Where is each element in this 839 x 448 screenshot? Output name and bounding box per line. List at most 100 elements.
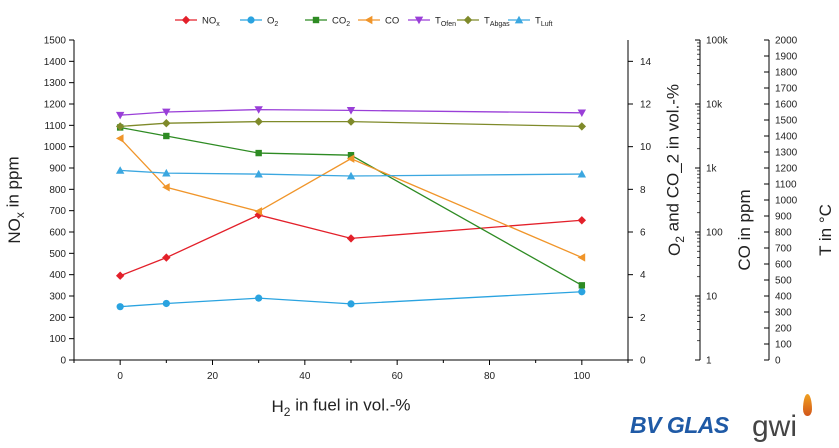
y-axis-nox: 0 100 200 300 400 500 600 700 800 900 1000 1100 1200… — [3, 36, 74, 367]
data-point-o-2 — [578, 288, 586, 296]
y-tick-label: 1400 — [44, 57, 67, 68]
data-point-t-ofen — [577, 109, 587, 117]
y-tick-label: 12 — [640, 100, 652, 111]
y-axis-co: 1 10 100 1k 10k 100k CO in ppm — [695, 36, 754, 367]
y-tick-label: 1200 — [44, 100, 67, 111]
legend-marker-no-x — [181, 15, 191, 25]
legend-label-t-ofen: TOfen — [435, 16, 456, 28]
data-point-co — [577, 253, 586, 262]
x-tick-label: 80 — [484, 371, 496, 382]
legend-label-t-abgas: TAbgas — [484, 16, 510, 28]
y-tick-label: 700 — [49, 206, 66, 217]
legend-label-t-luft: TLuft — [535, 16, 553, 28]
data-point-o-2 — [255, 294, 263, 302]
y-axis-title-co: CO in ppm — [735, 189, 754, 270]
data-point-t-ofen — [115, 111, 125, 120]
y-tick-label: 400 — [49, 270, 66, 281]
data-point-no-x — [162, 253, 171, 262]
y-tick-label: 1200 — [775, 164, 798, 175]
series-line-no-x — [119, 214, 582, 277]
data-point-co-2 — [163, 132, 170, 140]
y-tick-label: 700 — [775, 244, 792, 255]
data-point-t-ofen — [162, 108, 171, 117]
x-tick-label: 60 — [392, 371, 404, 382]
y-tick-label: 4 — [640, 270, 646, 281]
y-tick-label: 1100 — [775, 180, 797, 191]
y-tick-label: 600 — [49, 228, 66, 239]
data-point-o-2 — [116, 303, 124, 311]
y-tick-label: 1100 — [44, 121, 66, 132]
data-point-t-ofen — [254, 106, 263, 114]
data-point-no-x — [346, 234, 356, 243]
series-t-luft — [115, 166, 587, 180]
data-point-t-abgas — [115, 122, 125, 131]
x-tick-label: 40 — [299, 371, 311, 382]
y-tick-label: 200 — [775, 324, 792, 335]
series-line-co-2 — [120, 126, 583, 286]
y-tick-label: 100k — [706, 36, 729, 47]
legend-marker-o-2 — [247, 16, 255, 24]
y-tick-label: 300 — [49, 292, 66, 303]
legend-marker-t-ofen — [414, 16, 424, 25]
data-point-t-abgas — [162, 119, 171, 128]
y-tick-label: 300 — [775, 308, 792, 319]
legend-marker-t-luft — [514, 15, 524, 24]
y-tick-label: 1000 — [44, 142, 67, 153]
y-axis-title-o2co2: O2 and CO_2 in vol.-% — [663, 84, 687, 256]
y-tick-label: 600 — [775, 260, 792, 271]
y-tick-label: 14 — [640, 57, 652, 68]
data-point-co — [254, 207, 263, 216]
y-tick-label: 0 — [60, 356, 66, 367]
y-tick-label: 1500 — [775, 116, 798, 127]
y-tick-label: 8 — [640, 185, 646, 196]
data-point-o-2 — [347, 300, 355, 308]
y-tick-label: 1900 — [775, 52, 798, 63]
legend-label-no-x: NOx — [202, 16, 220, 28]
y-tick-label: 1400 — [775, 132, 798, 143]
data-point-co — [162, 183, 170, 192]
data-point-co-2 — [578, 282, 586, 289]
x-tick-label: 0 — [117, 371, 123, 382]
gwi-logo: gwi — [752, 410, 798, 443]
y-tick-label: 10 — [706, 292, 718, 303]
y-tick-label: 2 — [640, 313, 646, 324]
legend-label-co-2: CO2 — [332, 16, 350, 28]
series-t-ofen — [115, 106, 587, 120]
y-axis-o2co2: 0 2 4 6 8 10 12 14 O2 and CO_2 in vol.-% — [628, 57, 687, 367]
data-point-co — [346, 154, 355, 163]
y-tick-label: 2000 — [775, 36, 798, 47]
y-tick-label: 100 — [706, 228, 723, 239]
legend-label-co: CO — [385, 16, 399, 27]
y-tick-label: 10 — [640, 142, 652, 153]
y-tick-label: 200 — [49, 313, 66, 324]
data-point-co — [115, 134, 124, 143]
y-tick-label: 10k — [706, 100, 723, 111]
flame-icon — [803, 394, 812, 416]
y-axis-title-nox: NOx in ppm — [3, 156, 27, 243]
y-tick-label: 800 — [49, 185, 66, 196]
y-tick-label: 800 — [775, 228, 792, 239]
y-tick-label: 400 — [775, 292, 792, 303]
y-tick-label: 500 — [49, 249, 66, 260]
x-axis: 0 20 40 60 80 100 H2 in fuel in vol.-% — [73, 360, 629, 419]
data-point-t-luft — [115, 166, 125, 174]
data-point-co-2 — [347, 152, 355, 159]
bv-glas-logo: BV GLAS — [630, 412, 729, 438]
y-tick-label: 1300 — [775, 148, 798, 159]
x-tick-label: 100 — [573, 371, 590, 382]
y-tick-label: 1300 — [44, 78, 67, 89]
legend: NOx O2 CO2 CO TOfen TAbgas TLuft — [175, 16, 553, 28]
y-tick-label: 6 — [640, 228, 646, 239]
y-tick-label: 100 — [775, 340, 792, 351]
legend-label-o-2: O2 — [267, 16, 278, 28]
y-tick-label: 500 — [775, 276, 792, 287]
y-tick-label: 1 — [706, 356, 712, 367]
y-tick-label: 1600 — [775, 100, 798, 111]
y-axis-temp: 0 100 200 300 400 500 600 700 800 900 1000 1100 1200… — [764, 36, 835, 367]
data-point-co-2 — [255, 149, 262, 157]
data-point-t-abgas — [346, 117, 356, 126]
y-tick-label: 0 — [775, 356, 781, 367]
series-t-abgas — [115, 117, 587, 131]
legend-marker-co — [364, 15, 373, 25]
